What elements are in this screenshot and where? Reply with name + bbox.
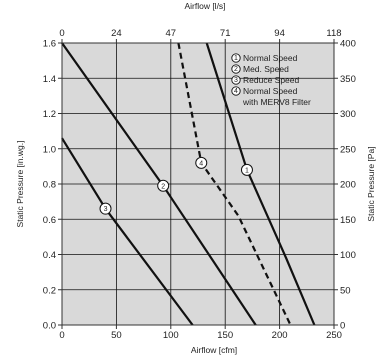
legend-entry-4: Normal Speed xyxy=(243,86,298,96)
x-axis-top-title: Airflow [l/s] xyxy=(184,1,225,11)
y-left-tick-label: 1.6 xyxy=(43,39,56,50)
legend-marker-label-4: 4 xyxy=(234,88,238,95)
y-left-tick-label: 1.4 xyxy=(43,74,56,85)
legend-entry-2: Med. Speed xyxy=(243,64,289,74)
y-right-tick-label: 350 xyxy=(340,74,356,85)
series-line-1 xyxy=(205,42,316,326)
curve-marker-3 xyxy=(99,202,112,215)
curve-marker-4 xyxy=(195,156,208,169)
curve-marker-1 xyxy=(240,163,253,176)
grid-lines xyxy=(62,43,334,325)
x-bottom-tick-label: 250 xyxy=(326,330,342,341)
y-left-tick-label: 0.2 xyxy=(43,285,56,296)
legend-marker-2 xyxy=(231,64,241,74)
curve-marker-2 xyxy=(157,179,170,192)
x-top-tick-label: 94 xyxy=(274,28,285,39)
curve-marker-label-3: 3 xyxy=(104,206,108,213)
legend-marker-label-2: 2 xyxy=(234,66,238,73)
y-left-tick-label: 1.0 xyxy=(43,144,56,155)
y-right-tick-label: 50 xyxy=(340,285,351,296)
legend-marker-label-1: 1 xyxy=(234,55,238,62)
x-bottom-tick-label: 100 xyxy=(163,330,179,341)
x-bottom-tick-label: 200 xyxy=(272,330,288,341)
y-right-tick-label: 250 xyxy=(340,144,356,155)
x-top-tick-label: 71 xyxy=(220,28,231,39)
y-axis-right-title: Static Pressure [Pa] xyxy=(366,146,376,221)
x-top-tick-label: 24 xyxy=(111,28,122,39)
x-top-tick-label: 0 xyxy=(59,28,64,39)
x-bottom-tick-label: 50 xyxy=(111,330,122,341)
y-right-tick-label: 0 xyxy=(340,321,345,332)
y-left-tick-label: 0.6 xyxy=(43,215,56,226)
legend-entry-3: Reduce Speed xyxy=(243,75,300,85)
x-bottom-tick-label: 150 xyxy=(217,330,233,341)
legend-entry-1: Normal Speed xyxy=(243,53,298,63)
curve-marker-label-2: 2 xyxy=(161,183,165,190)
legend-marker-3 xyxy=(231,75,241,85)
x-top-tick-label: 47 xyxy=(166,28,177,39)
y-left-tick-label: 0.4 xyxy=(43,250,56,261)
legend-marker-1 xyxy=(231,53,241,63)
curve-marker-label-4: 4 xyxy=(199,160,203,167)
y-right-tick-label: 150 xyxy=(340,215,356,226)
legend: 1 Normal Speed 2 Med. Speed 3 Reduce Speed 4 No… xyxy=(231,53,311,107)
y-right-tick-label: 200 xyxy=(340,180,356,191)
y-right-tick-label: 400 xyxy=(340,39,356,50)
curve-marker-label-1: 1 xyxy=(245,167,249,174)
y-right-tick-label: 100 xyxy=(340,250,356,261)
x-axis-bottom-title: Airflow [cfm] xyxy=(191,345,237,355)
curve-markers: 1 2 3 4 xyxy=(99,156,253,215)
legend-marker-label-3: 3 xyxy=(234,77,238,84)
y-left-tick-label: 1.2 xyxy=(43,109,56,120)
series-line-4 xyxy=(177,42,292,326)
x-top-tick-label: 118 xyxy=(326,28,341,39)
legend-marker-4 xyxy=(231,86,241,96)
y-left-tick-label: 0.0 xyxy=(43,321,56,332)
legend-entry-4-line2: with MERV8 Filter xyxy=(242,97,311,107)
y-right-tick-label: 300 xyxy=(340,109,356,120)
x-bottom-tick-label: 0 xyxy=(59,330,64,341)
y-left-tick-label: 0.8 xyxy=(43,180,56,191)
y-axis-left-title: Static Pressure [in.wg.] xyxy=(15,141,25,228)
